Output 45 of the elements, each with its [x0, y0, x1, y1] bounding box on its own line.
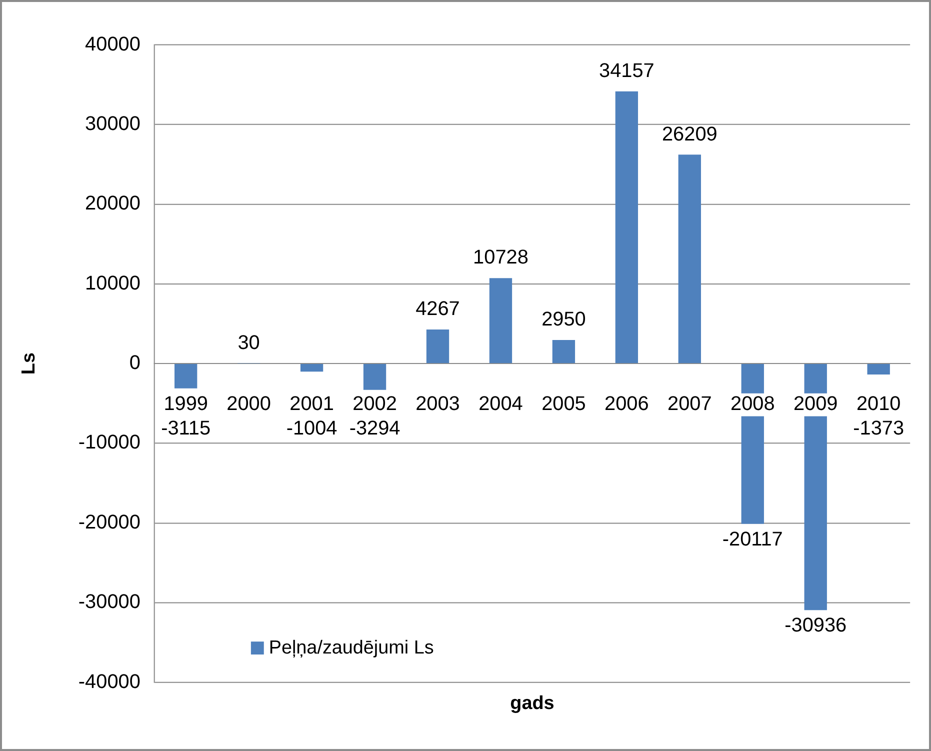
x-tick-label: 2002	[352, 392, 397, 415]
bar	[552, 340, 576, 364]
data-label: -3115	[161, 418, 211, 440]
x-tick-label: 2000	[226, 392, 271, 415]
data-label: -1373	[853, 418, 904, 440]
data-label: 26209	[662, 123, 718, 146]
y-tick-label: 30000	[85, 112, 140, 135]
x-tick-label: 2009	[793, 392, 838, 415]
y-tick-label: 0	[129, 352, 140, 374]
bar	[174, 364, 198, 388]
x-axis-title: gads	[510, 692, 554, 714]
x-tick-label: 2003	[416, 392, 460, 415]
y-axis-title: Ls	[18, 352, 40, 375]
x-tick-label: 2004	[478, 392, 523, 415]
bar	[678, 154, 701, 364]
bar	[363, 364, 386, 390]
data-label: -3294	[349, 418, 400, 440]
bar	[426, 330, 450, 364]
data-label: 4267	[416, 298, 460, 320]
y-tick-label: 40000	[85, 33, 140, 56]
legend-label: Peļņa/zaudējumi Ls	[268, 638, 434, 659]
data-label: -1004	[286, 418, 338, 440]
data-label: 2950	[542, 308, 586, 331]
x-tick-label: 2008	[730, 392, 775, 415]
data-label: -30936	[784, 614, 847, 637]
y-tick-label: -10000	[78, 432, 140, 454]
x-tick-label: 2006	[604, 392, 649, 415]
x-tick-label: 2001	[290, 392, 334, 415]
data-label: -20117	[722, 528, 783, 550]
x-tick-label: 1999	[164, 392, 208, 415]
data-label: 30	[238, 332, 260, 354]
y-tick-label: -30000	[78, 591, 140, 614]
y-tick-label: 10000	[85, 272, 140, 294]
bar	[867, 364, 890, 375]
bar	[300, 364, 324, 372]
x-tick-label: 2007	[668, 392, 712, 415]
bar	[489, 278, 512, 364]
y-tick-label: -40000	[78, 670, 140, 693]
y-tick-label: 20000	[85, 192, 140, 215]
x-tick-label: 2005	[542, 392, 586, 415]
y-tick-label: -20000	[78, 511, 140, 534]
data-label: 10728	[473, 246, 528, 269]
data-label: 34157	[599, 60, 654, 82]
bar	[615, 91, 638, 364]
x-tick-label: 2010	[856, 392, 901, 415]
